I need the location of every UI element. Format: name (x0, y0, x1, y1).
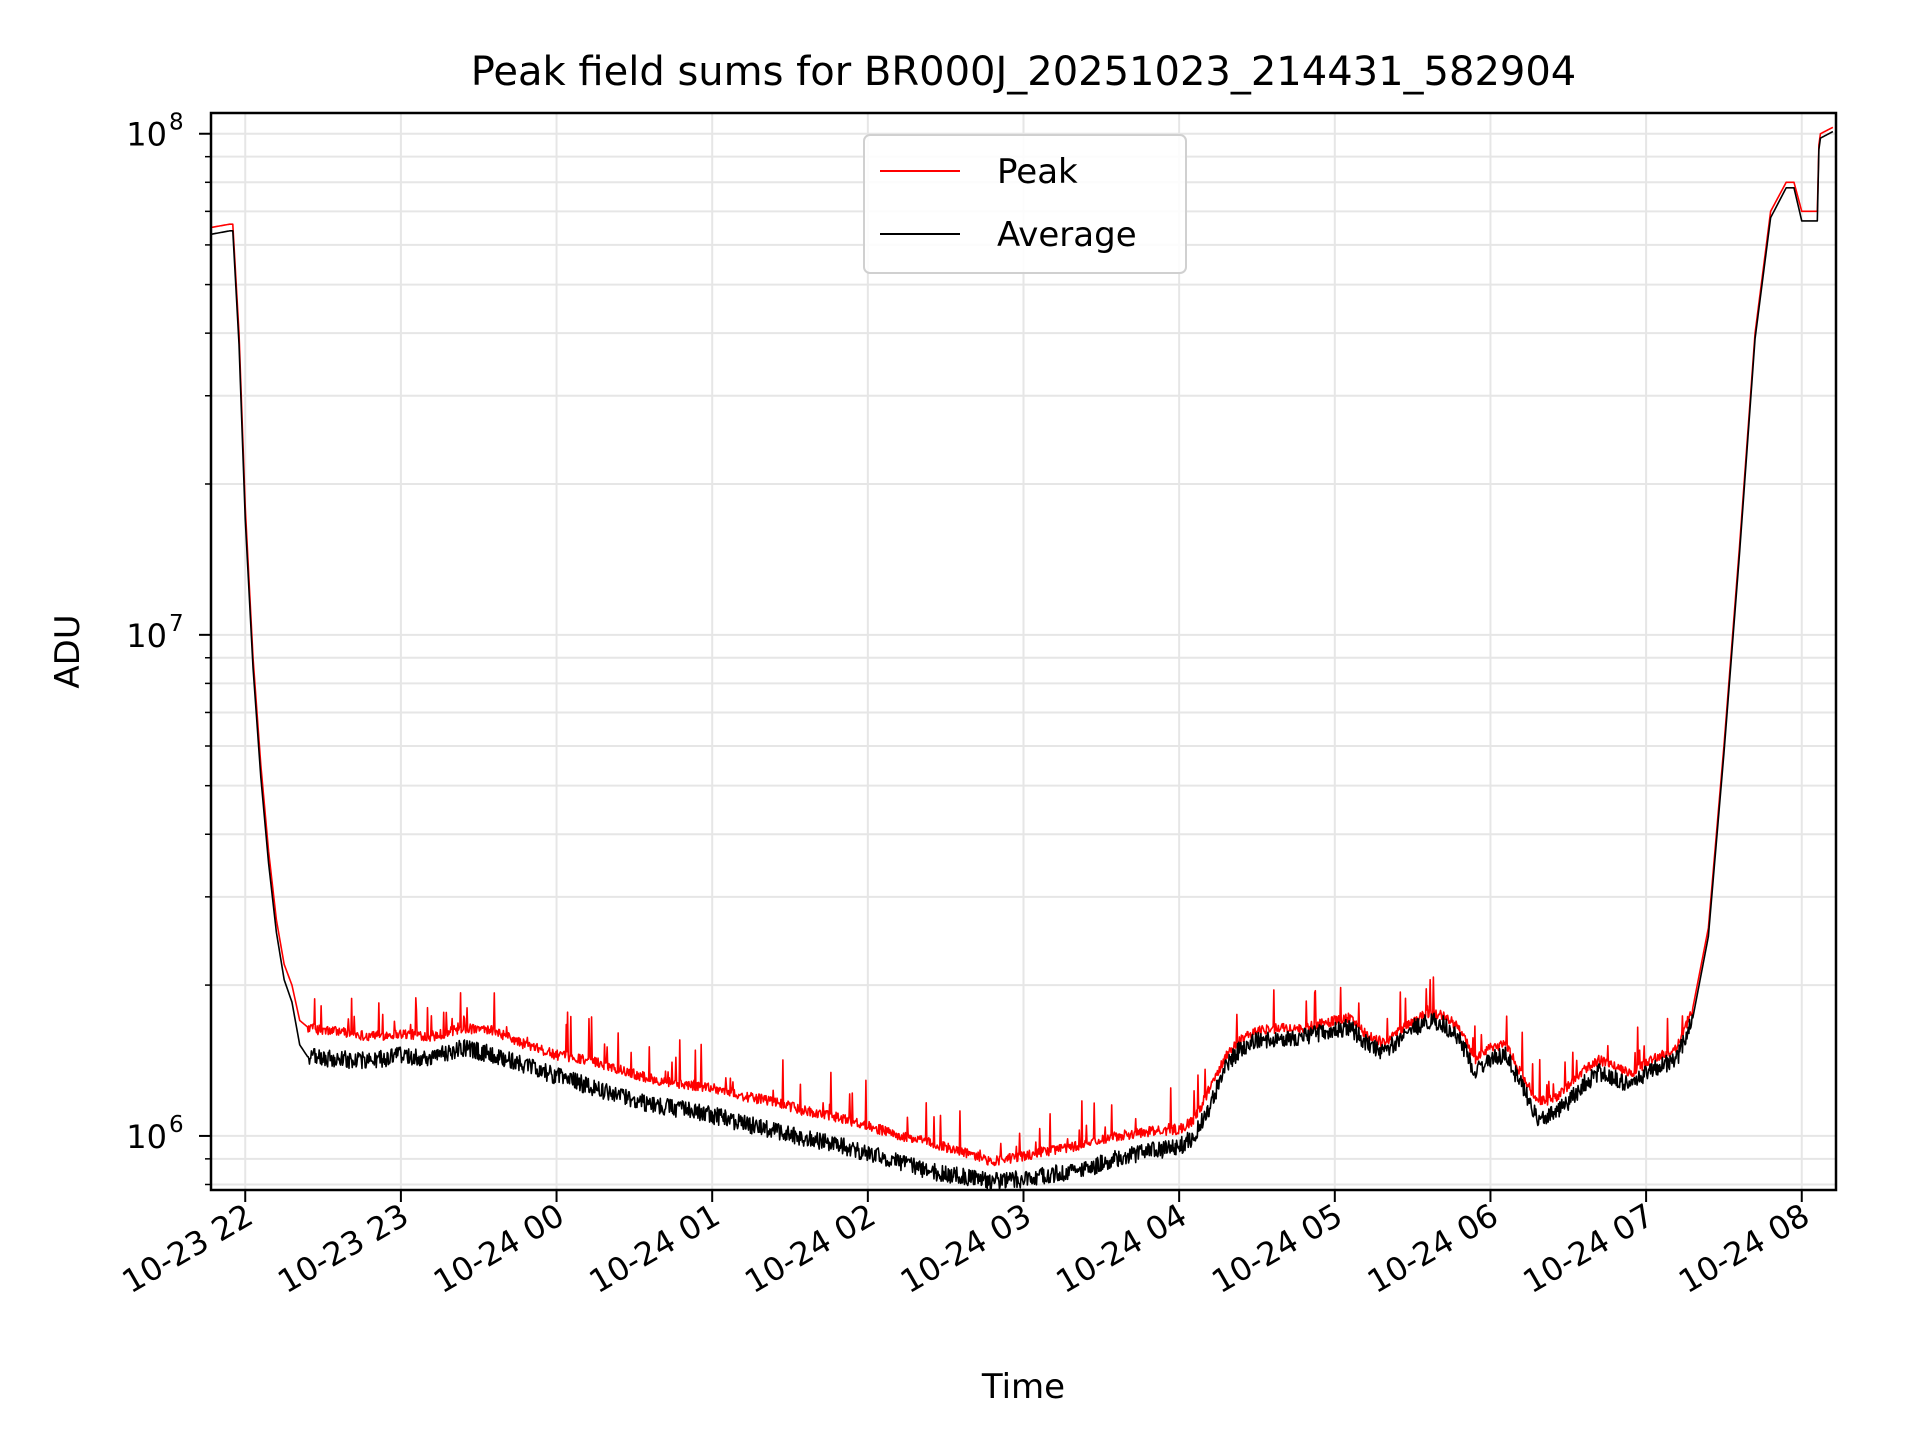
legend-box (863, 134, 1187, 274)
y-tick-base: 10 (126, 116, 167, 154)
y-tick-base: 10 (126, 1118, 167, 1156)
y-tick-exponent: 7 (169, 611, 184, 637)
legend-label-peak: Peak (997, 152, 1078, 192)
y-tick-label: 10 7 (126, 611, 183, 655)
y-tick-label: 10 6 (126, 1112, 183, 1156)
series-line-peak (210, 126, 1834, 1167)
chart-title: Peak field sums for BR000J_20251023_2144… (471, 49, 1577, 95)
legend: Peak Average (863, 134, 1187, 274)
y-tick-label: 10 8 (126, 110, 183, 154)
series-lines (210, 126, 1834, 1191)
y-tick-exponent: 6 (169, 1112, 184, 1138)
series-line-average (210, 130, 1834, 1191)
y-tick-exponent: 8 (169, 110, 184, 136)
y-axis-label: ADU (48, 614, 88, 688)
legend-label-average: Average (997, 215, 1137, 255)
y-tick-base: 10 (126, 617, 167, 655)
x-axis-label: Time (981, 1367, 1065, 1407)
